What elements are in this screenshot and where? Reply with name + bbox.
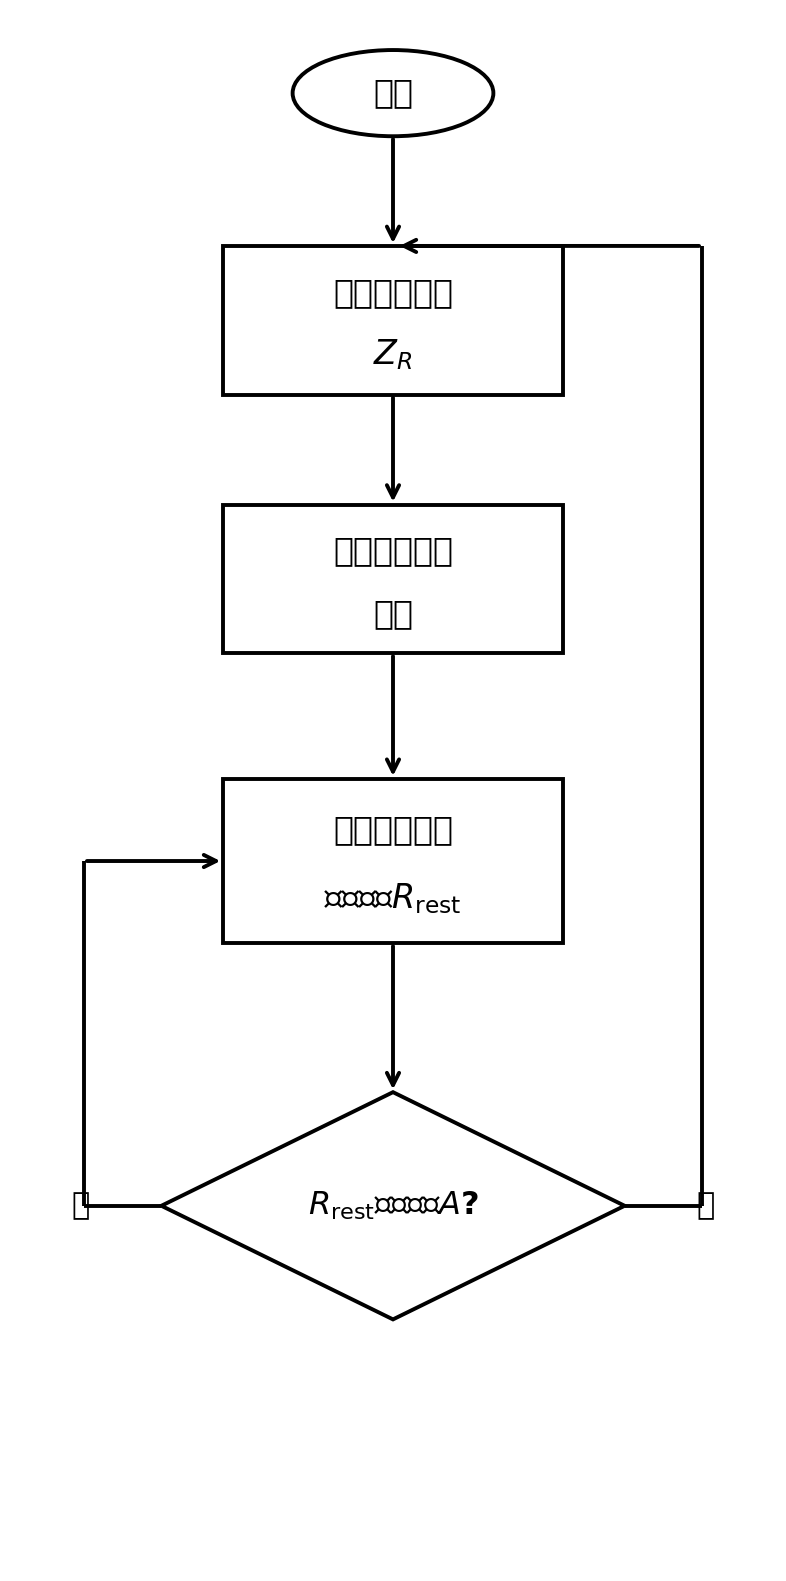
Bar (223, 779, 563, 944)
Bar (223, 504, 563, 653)
Text: 否: 否 (72, 1192, 90, 1221)
Text: $R_{\mathrm{rest}}$大于阈値$A$?: $R_{\mathrm{rest}}$大于阈値$A$? (307, 1189, 479, 1222)
Text: 变化系数$R_{\mathrm{rest}}$: 变化系数$R_{\mathrm{rest}}$ (325, 881, 461, 915)
Ellipse shape (292, 51, 494, 136)
Polygon shape (161, 1092, 625, 1320)
Text: 计算网侧阻抗: 计算网侧阻抗 (333, 275, 453, 308)
Text: 开始: 开始 (373, 76, 413, 109)
Text: 计算网侧阻抗: 计算网侧阻抗 (333, 813, 453, 846)
Text: $Z_R$: $Z_R$ (373, 337, 413, 372)
Bar (223, 247, 563, 395)
Text: 系数: 系数 (373, 598, 413, 629)
Text: 是: 是 (696, 1192, 714, 1221)
Text: 修正电压前馈: 修正电压前馈 (333, 534, 453, 568)
